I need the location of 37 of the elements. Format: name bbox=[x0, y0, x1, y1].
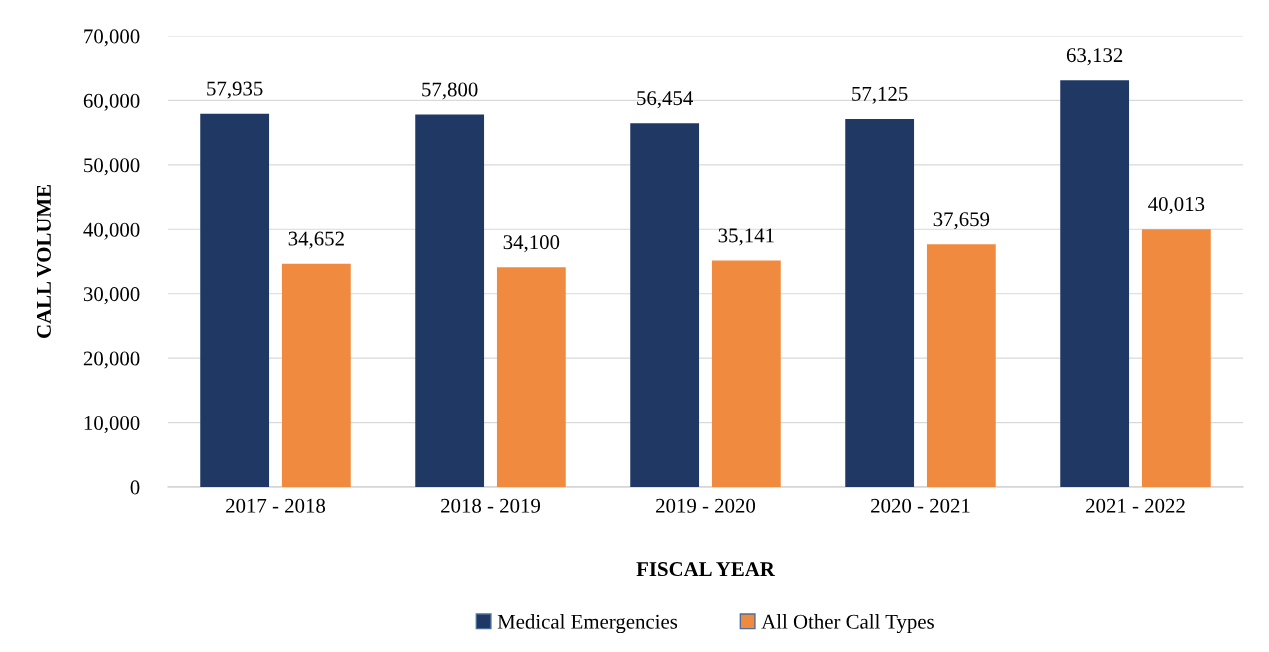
x-tick-label: 2019 - 2020 bbox=[656, 498, 756, 513]
y-tick-label: 40,000 bbox=[83, 222, 140, 240]
x-tick-label: 2021 - 2022 bbox=[1086, 498, 1185, 513]
data-label: 57,125 bbox=[852, 86, 908, 104]
bar bbox=[281, 263, 351, 487]
data-label: 40,013 bbox=[1148, 197, 1205, 215]
bar bbox=[1141, 229, 1211, 487]
x-axis-title: FISCAL YEAR bbox=[636, 562, 776, 577]
data-label: 34,652 bbox=[288, 231, 344, 249]
y-axis-title: CALL VOLUME bbox=[36, 185, 52, 338]
legend-label: Medical Emergencies bbox=[497, 614, 678, 634]
bar bbox=[415, 114, 485, 487]
bar bbox=[630, 123, 700, 487]
bar bbox=[496, 267, 566, 487]
data-label: 34,100 bbox=[503, 235, 560, 253]
data-label: 35,141 bbox=[718, 228, 774, 246]
bar bbox=[1060, 80, 1130, 487]
data-label: 56,454 bbox=[637, 91, 693, 109]
data-label: 63,132 bbox=[1066, 48, 1123, 66]
y-tick-label: 10,000 bbox=[84, 415, 140, 433]
x-tick-label: 2018 - 2019 bbox=[441, 498, 540, 513]
y-tick-label: 70,000 bbox=[84, 29, 140, 47]
y-tick-label: 30,000 bbox=[83, 287, 140, 305]
y-tick-label: 50,000 bbox=[84, 158, 140, 176]
data-label: 37,659 bbox=[933, 212, 990, 230]
bar bbox=[711, 260, 781, 487]
y-tick-label: 20,000 bbox=[83, 351, 140, 369]
bar bbox=[845, 118, 915, 487]
legend-label: All Other Call Types bbox=[761, 614, 934, 634]
data-label: 57,935 bbox=[207, 81, 263, 99]
x-tick-label: 2020 - 2021 bbox=[871, 498, 970, 513]
data-label: 57,800 bbox=[422, 82, 478, 100]
y-tick-label: 60,000 bbox=[83, 93, 140, 111]
x-tick-label: 2017 - 2018 bbox=[226, 498, 326, 513]
bar bbox=[926, 244, 996, 487]
bar bbox=[200, 113, 270, 487]
y-tick-label: 0 bbox=[130, 480, 140, 495]
